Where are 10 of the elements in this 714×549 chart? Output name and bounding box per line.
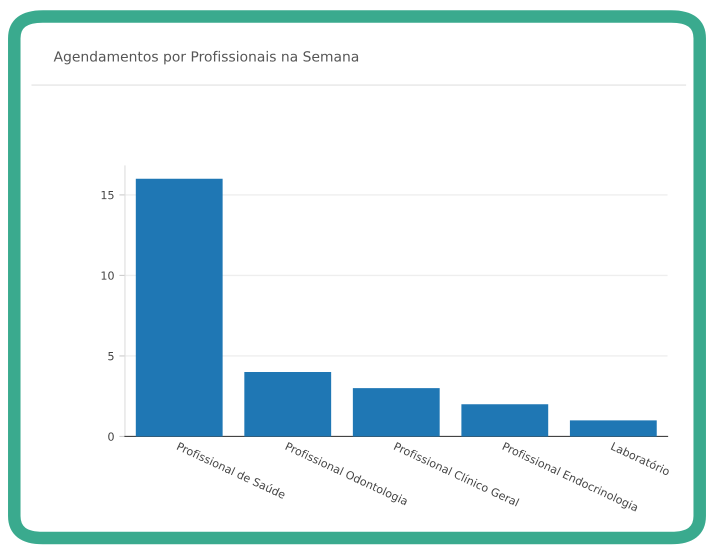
bar [570, 420, 657, 436]
chart-title: Agendamentos por Profissionais na Semana [54, 50, 358, 64]
bar [352, 388, 440, 436]
y-tick-label: 15 [102, 191, 114, 200]
y-tick-label: 5 [108, 352, 114, 360]
bar [136, 178, 223, 436]
bar [244, 372, 332, 436]
bar [461, 404, 548, 436]
y-tick-label: 10 [102, 271, 114, 280]
y-tick-label: 0 [108, 432, 114, 441]
